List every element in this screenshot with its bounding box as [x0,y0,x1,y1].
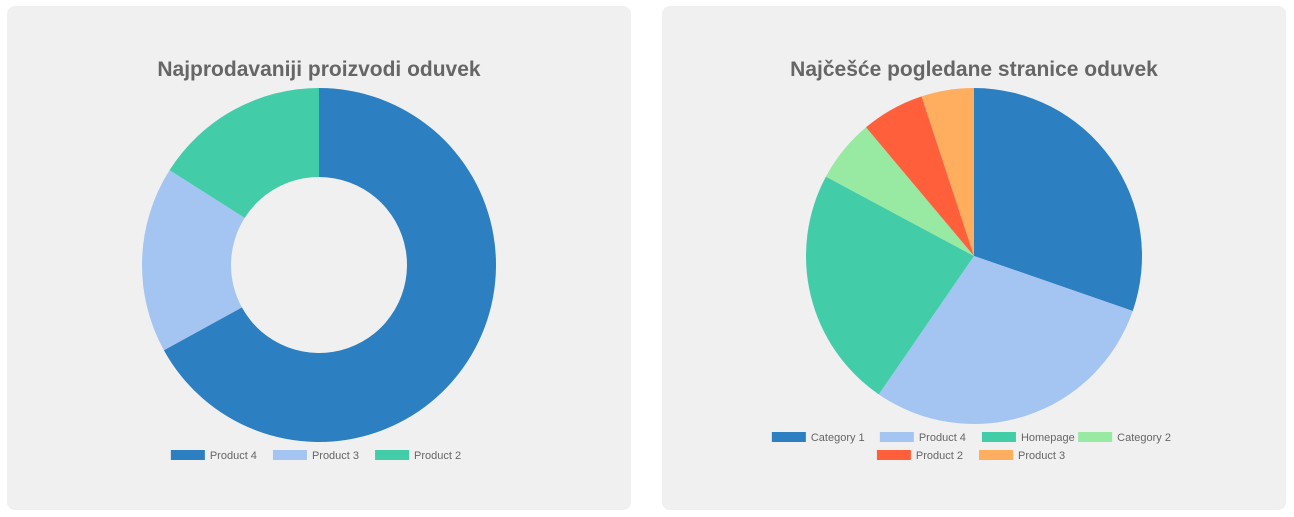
legend-item-product-2[interactable]: Product 2 [375,450,461,462]
legend-swatch [876,450,911,460]
legend-item-product-3[interactable]: Product 3 [979,450,1065,462]
legend-swatch [170,450,205,460]
legend-label: Product 2 [916,450,963,462]
most-viewed-pie-chart: Category 1 Product 4 Homepage Category 2 Pro… [771,88,1171,462]
slice-product-2[interactable] [169,88,319,218]
legend-item-product-3[interactable]: Product 3 [272,450,359,462]
chart-title: Najprodavaniji proizvodi oduvek [157,58,481,81]
slice-product-4[interactable] [163,88,497,442]
legend-label: Homepage [1021,432,1075,444]
slice-category-1[interactable] [974,88,1142,311]
legend-item-homepage[interactable]: Homepage [981,432,1075,444]
slice-homepage[interactable] [806,176,974,395]
legend-label: Product 4 [919,432,966,444]
legend-item-product-2[interactable]: Product 2 [876,450,963,462]
best-selling-chart-card: Najprodavaniji proizvodi oduvek Product … [7,6,631,510]
legend-item-product-4[interactable]: Product 4 [879,432,966,444]
legend-label: Product 3 [312,450,359,462]
slice-product-3[interactable] [142,170,245,351]
chart-title: Najčešće pogledane stranice oduvek [790,58,1158,81]
legend-label: Category 2 [1117,432,1171,444]
legend-swatch [771,432,806,442]
slice-product-4[interactable] [878,256,1133,424]
most-viewed-chart-card: Najčešće pogledane stranice oduvek Categ… [662,6,1286,510]
legend-item-category-1[interactable]: Category 1 [771,432,865,444]
legend-item-category-2[interactable]: Category 2 [1078,432,1171,444]
legend-swatch [272,450,307,460]
slice-product-3[interactable] [921,88,974,256]
legend-label: Category 1 [811,432,865,444]
legend-swatch [879,432,914,442]
slice-category-2[interactable] [825,127,974,256]
legend-swatch [979,450,1013,460]
legend-swatch [375,450,410,460]
legend-label: Product 3 [1018,450,1065,462]
legend-swatch [1078,432,1113,442]
best-selling-doughnut-chart: Product 4 Product 3 Product 2 [142,88,497,462]
legend-item-product-4[interactable]: Product 4 [170,450,257,462]
legend-label: Product 4 [210,450,257,462]
slice-product-2[interactable] [866,96,974,256]
legend-swatch [981,432,1016,442]
legend-label: Product 2 [414,450,461,462]
